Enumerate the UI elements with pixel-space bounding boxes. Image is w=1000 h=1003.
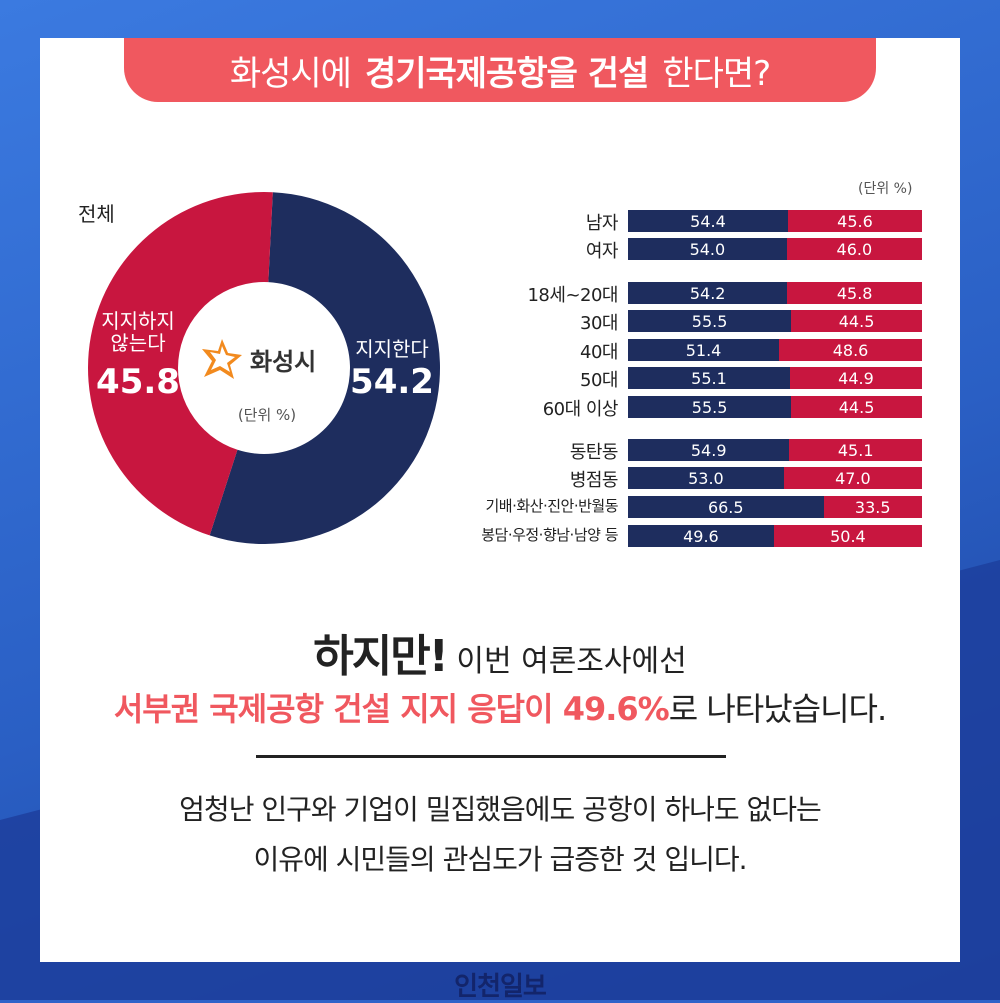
headline-but: 하지만!: [313, 631, 449, 682]
bar-segment-oppose: 44.9: [789, 367, 922, 389]
bar-segment-oppose: 44.5: [791, 310, 922, 332]
bar-row: 55.5 44.5: [628, 396, 922, 418]
bar-row: 51.4 48.6: [628, 339, 922, 361]
bar-segment-support: 54.9: [628, 439, 790, 461]
title-bold: 경기국제공항을 건설: [364, 53, 649, 94]
bar-category-label: 18세~20대: [527, 285, 618, 306]
bar-category-label: 병점동: [569, 470, 619, 491]
bar-segment-oppose: 48.6: [779, 339, 922, 361]
body-line1: 엄청난 인구와 기업이 밀집했음에도 공항이 하나도 없다는: [179, 793, 822, 826]
title-suffix: 한다면?: [662, 53, 771, 94]
bar-row: 54.2 45.8: [628, 282, 922, 304]
bar-row: 53.0 47.0: [628, 467, 922, 489]
bar-row: 54.0 46.0: [628, 238, 922, 260]
donut-oppose-label-2: 않는다: [110, 331, 166, 355]
headline-line1-rest: 이번 여론조사에선: [456, 644, 687, 679]
hwaseong-logo-text: 화성시: [250, 347, 317, 376]
bar-segment-support: 53.0: [628, 467, 784, 489]
body-line2: 이유에 시민들의 관심도가 급증한 것 입니다.: [253, 843, 747, 876]
footer-logo: 인천일보: [454, 972, 547, 1002]
bar-category-label: 50대: [580, 370, 618, 391]
bar-segment-oppose: 44.5: [791, 396, 922, 418]
donut-oppose-label-1: 지지하지: [101, 309, 175, 333]
bar-category-label: 40대: [580, 342, 618, 363]
bar-segment-support: 49.6: [628, 525, 774, 547]
bar-unit: (단위 %): [858, 181, 913, 197]
donut-unit: (단위 %): [237, 406, 297, 424]
headline-line2-rest: 로 나타났습니다.: [668, 690, 887, 728]
donut-slice-1: [88, 192, 273, 536]
bar-category-label: 30대: [580, 313, 618, 334]
bar-segment-support: 54.2: [628, 282, 788, 304]
donut-oppose-label: 지지하지 않는다: [86, 310, 190, 354]
divider: [256, 755, 726, 758]
bar-segment-oppose: 45.1: [789, 439, 922, 461]
bar-segment-oppose: 45.6: [787, 210, 922, 232]
bar-segment-support: 51.4: [628, 339, 780, 361]
bar-segment-oppose: 45.8: [787, 282, 922, 304]
bar-segment-oppose: 46.0: [786, 238, 922, 260]
title-banner: 화성시에 경기국제공항을 건설 한다면?: [124, 38, 876, 102]
bar-segment-support: 55.1: [628, 367, 790, 389]
headline-line1: 하지만! 이번 여론조사에선: [0, 620, 1000, 684]
bar-category-label: 봉담·우정·향남·남양 등: [481, 526, 618, 544]
bar-category-label: 60대 이상: [542, 399, 619, 420]
donut-oppose-value: 45.8: [96, 362, 180, 402]
bar-row: 55.1 44.9: [628, 367, 922, 389]
bar-row: 49.6 50.4: [628, 525, 922, 547]
bar-row: 54.4 45.6: [628, 210, 922, 232]
donut-slice-0: [209, 192, 441, 544]
headline-line2-red: 서부권 국제공항 건설 지지 응답이 49.6%: [113, 690, 670, 728]
bar-row: 66.5 33.5: [628, 496, 922, 518]
donut-chart: [88, 192, 441, 544]
bar-segment-oppose: 33.5: [823, 496, 922, 518]
bar-segment-support: 55.5: [628, 310, 792, 332]
donut-support-value: 54.2: [350, 362, 434, 402]
bar-segment-support: 66.5: [628, 496, 824, 518]
bar-category-label: 남자: [585, 213, 619, 234]
bar-segment-support: 54.4: [628, 210, 788, 232]
bar-segment-oppose: 47.0: [783, 467, 922, 489]
hwaseong-emblem-icon: [202, 339, 242, 379]
headline-line2: 서부권 국제공항 건설 지지 응답이 49.6%로 나타났습니다.: [0, 684, 1000, 730]
title-prefix: 화성시에: [229, 53, 352, 94]
bar-segment-oppose: 50.4: [773, 525, 922, 547]
hwaseong-logo: 화성시: [200, 334, 336, 384]
bar-segment-support: 55.5: [628, 396, 792, 418]
bar-category-label: 여자: [585, 241, 619, 262]
bar-category-label: 기배·화산·진안·반월동: [485, 497, 618, 515]
bar-segment-support: 54.0: [628, 238, 787, 260]
bar-row: 54.9 45.1: [628, 439, 922, 461]
overall-label: 전체: [78, 202, 115, 226]
bar-row: 55.5 44.5: [628, 310, 922, 332]
bar-category-label: 동탄동: [569, 442, 619, 463]
donut-support-label: 지지한다: [355, 337, 429, 361]
